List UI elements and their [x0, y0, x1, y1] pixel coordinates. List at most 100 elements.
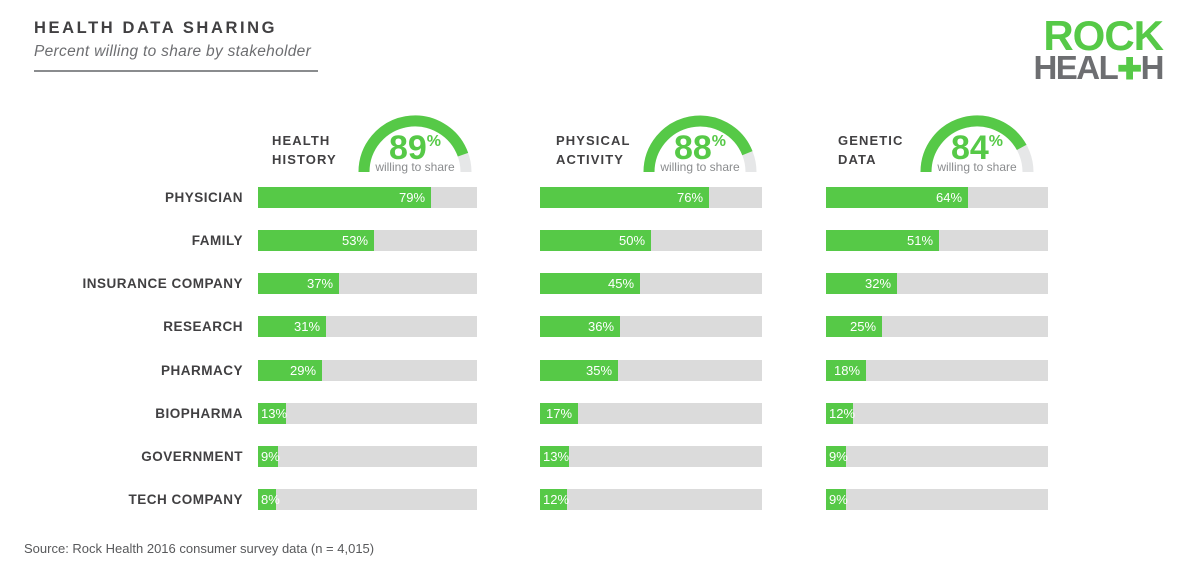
bar-track: 12%	[540, 489, 762, 510]
gauge-value-percent-sign: %	[988, 133, 1004, 150]
bar-value-number: 31	[293, 319, 309, 334]
logo-word-health: HEAL✚H	[1033, 51, 1164, 86]
bar-value-number: 13	[261, 406, 276, 421]
logo-word-rock: ROCK	[1043, 12, 1164, 59]
bar-track: 17%	[540, 403, 762, 424]
gauge-value: 89%	[356, 125, 474, 165]
bar-value-label: 12%	[829, 403, 855, 424]
row-label: PHYSICIAN	[164, 190, 243, 205]
bar-value-percent-sign: %	[321, 276, 333, 291]
bar-value-percent-sign: %	[308, 319, 320, 334]
bar-fill: 12%	[540, 489, 569, 510]
bar-track: 18%	[826, 360, 1048, 381]
gauge-caption: willing to share	[375, 160, 455, 174]
gauge-arc-fill	[643, 115, 753, 173]
gauge-value: 84%	[918, 125, 1036, 165]
page-subtitle: Percent willing to share by stakeholder	[34, 43, 312, 60]
gauge-caption: willing to share	[937, 160, 1017, 174]
bar-track: 9%	[826, 446, 1048, 467]
bar-value-percent-sign: %	[560, 406, 572, 421]
bar-value-label: 36%	[588, 316, 614, 337]
bar-fill: 35%	[540, 360, 618, 381]
row-label: INSURANCE COMPANY	[82, 276, 243, 291]
bar-value-label: 51%	[907, 230, 933, 251]
bar-value-label: 64%	[936, 187, 962, 208]
bar-value-number: 45	[607, 276, 623, 291]
bar-value-label: 13%	[261, 403, 287, 424]
bar-fill: 9%	[826, 446, 848, 467]
bar-value-percent-sign: %	[864, 319, 876, 334]
bar-value-percent-sign: %	[304, 363, 316, 378]
bar-track: 31%	[258, 316, 477, 337]
bar-track: 9%	[826, 489, 1048, 510]
bar-value-percent-sign: %	[356, 233, 368, 248]
title-underline	[34, 70, 318, 72]
bar-track: 9%	[258, 446, 477, 467]
gauge-arc	[920, 115, 1034, 173]
column-header-line: HISTORY	[272, 152, 337, 167]
bar-value-label: 76%	[677, 187, 703, 208]
bar-value-number: 53	[341, 233, 357, 248]
gauge-arc-fill	[358, 115, 469, 173]
bar-value-label: 53%	[342, 230, 368, 251]
bar-fill: 50%	[540, 230, 651, 251]
bar-value-percent-sign: %	[879, 276, 891, 291]
bar-value-percent-sign: %	[413, 190, 425, 205]
row-label: FAMILY	[191, 233, 243, 248]
bar-value-percent-sign: %	[950, 190, 962, 205]
bar-value-number: 8	[261, 492, 269, 507]
bar-fill: 13%	[258, 403, 287, 424]
bar-value-label: 8%	[261, 489, 280, 510]
bar-value-percent-sign: %	[268, 492, 280, 507]
bar-value-number: 51	[906, 233, 922, 248]
gauge-arc	[358, 115, 472, 173]
bar-value-number: 17	[545, 406, 561, 421]
gauge: 89% willing to share	[356, 114, 474, 180]
column-header-line: PHYSICAL	[556, 133, 631, 148]
bar-value-label: 32%	[865, 273, 891, 294]
bar-value-label: 45%	[608, 273, 634, 294]
bar-value-label: 9%	[261, 446, 280, 467]
bar-fill: 9%	[258, 446, 280, 467]
bar-value-number: 13	[543, 449, 558, 464]
bar-value-label: 25%	[850, 316, 876, 337]
bar-value-percent-sign: %	[691, 190, 703, 205]
bar-fill: 32%	[826, 273, 897, 294]
bar-track: 53%	[258, 230, 477, 251]
row-label: RESEARCH	[163, 319, 243, 334]
bar-value-number: 50	[618, 233, 634, 248]
bar-value-label: 17%	[546, 403, 572, 424]
bar-value-number: 12	[829, 406, 844, 421]
bar-value-number: 12	[543, 492, 558, 507]
bar-fill: 31%	[258, 316, 326, 337]
bar-value-number: 79	[398, 190, 414, 205]
bar-fill: 25%	[826, 316, 882, 337]
bar-fill: 9%	[826, 489, 848, 510]
bar-fill: 29%	[258, 360, 322, 381]
bar-fill: 36%	[540, 316, 620, 337]
bar-track: 32%	[826, 273, 1048, 294]
bar-value-percent-sign: %	[836, 492, 848, 507]
bar-value-number: 9	[829, 449, 837, 464]
bar-track: 51%	[826, 230, 1048, 251]
bar-track: 35%	[540, 360, 762, 381]
bar-fill: 12%	[826, 403, 855, 424]
bar-value-percent-sign: %	[557, 449, 570, 464]
gauge-caption: willing to share	[660, 160, 740, 174]
row-label: PHARMACY	[160, 363, 243, 378]
bar-track: 29%	[258, 360, 477, 381]
page-title: HEALTH DATA SHARING	[34, 19, 278, 37]
bar-track: 13%	[540, 446, 762, 467]
gauge-value-percent-sign: %	[426, 133, 442, 150]
bar-value-number: 35	[585, 363, 601, 378]
bar-fill: 18%	[826, 360, 866, 381]
plus-cross-icon: ✚	[1117, 53, 1142, 86]
bar-track: 64%	[826, 187, 1048, 208]
bar-value-percent-sign: %	[622, 276, 634, 291]
bar-track: 37%	[258, 273, 477, 294]
column-header-line: DATA	[838, 152, 877, 167]
bar-track: 45%	[540, 273, 762, 294]
bar-fill: 64%	[826, 187, 968, 208]
source-note: Source: Rock Health 2016 consumer survey…	[24, 541, 375, 556]
